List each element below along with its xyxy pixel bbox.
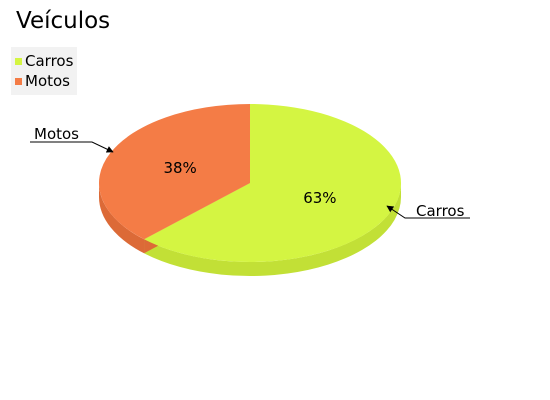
callout-line-motos: [30, 141, 114, 153]
legend-item-carros: Carros: [11, 51, 77, 71]
pie-labels: 63% 38%: [163, 159, 336, 207]
pie-body: [99, 104, 402, 276]
legend-swatch-carros: [15, 57, 22, 65]
callout-label-motos: Motos: [34, 125, 79, 143]
legend-label-motos: Motos: [25, 72, 70, 90]
pie-side-carros: [144, 183, 401, 276]
legend-label-carros: Carros: [25, 52, 74, 70]
callouts: Carros Motos: [30, 125, 470, 220]
legend: Carros Motos: [11, 47, 77, 95]
legend-item-motos: Motos: [11, 71, 77, 91]
chart-title: Veículos: [16, 8, 111, 34]
data-label-motos: 38%: [163, 159, 196, 177]
callout-line-carros: [386, 205, 470, 219]
pie-slice-carros: [144, 104, 402, 262]
pie-side-motos: [99, 183, 145, 254]
callout-label-carros: Carros: [416, 202, 465, 220]
data-label-carros: 63%: [303, 189, 336, 207]
pie-slice-motos: [99, 104, 250, 240]
legend-swatch-motos: [15, 77, 22, 85]
